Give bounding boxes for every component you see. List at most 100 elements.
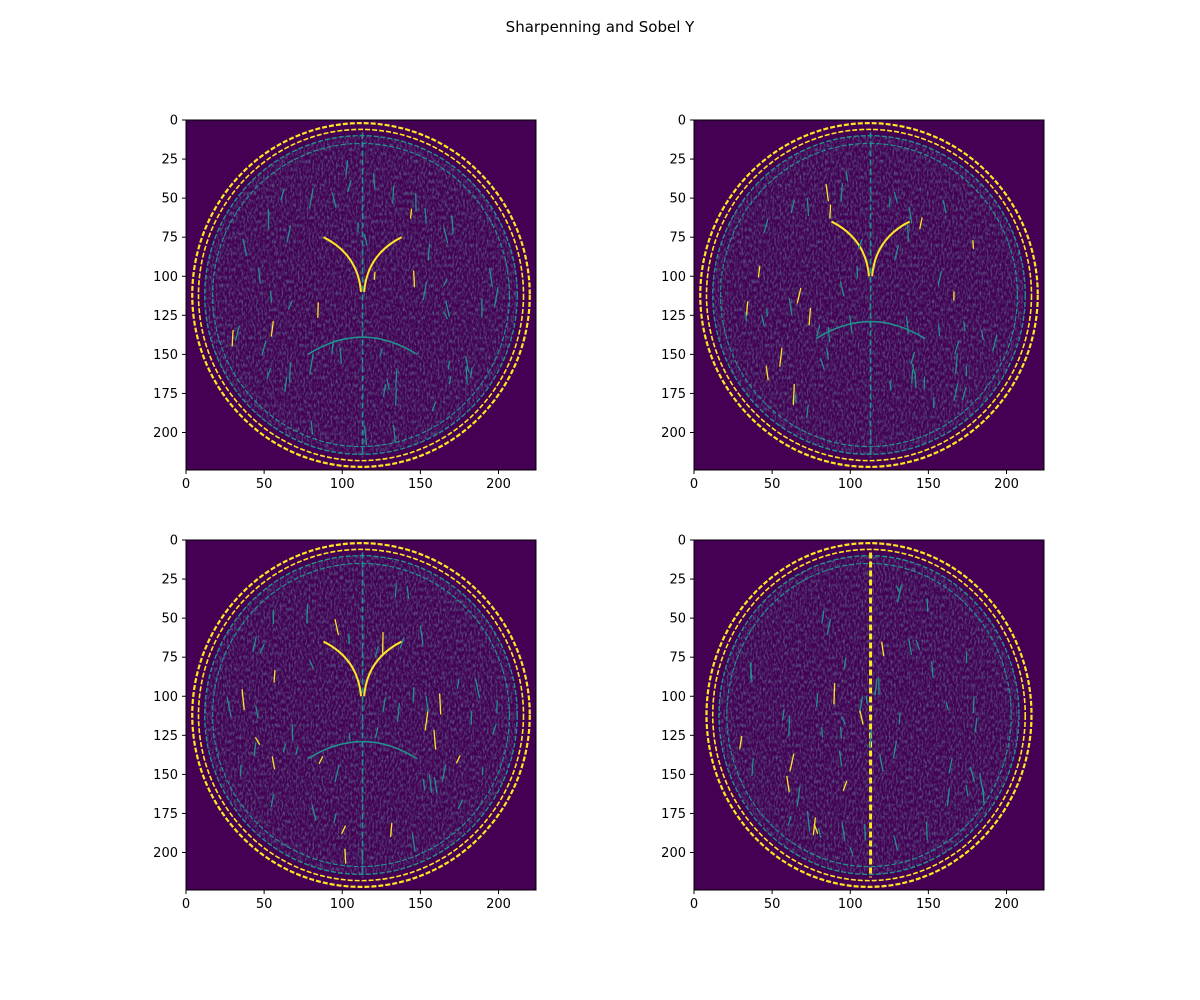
edge-mark — [288, 362, 291, 383]
y-tick-label: 75 — [669, 651, 686, 666]
y-tick-label: 75 — [161, 231, 178, 246]
edge-mark — [779, 347, 783, 367]
edge-mark — [825, 183, 829, 202]
edge-mark — [259, 643, 265, 654]
skull-ring — [211, 562, 511, 868]
x-tick-label: 150 — [916, 477, 941, 492]
edge-mark — [829, 204, 832, 219]
edge-mark — [839, 726, 843, 739]
edge-mark — [905, 315, 910, 334]
y-tick-label: 75 — [161, 651, 178, 666]
subplot-top-left: 0 50 100 150 200 0 25 50 75 100 125 150 175 200 — [153, 114, 537, 492]
edge-mark — [792, 383, 795, 406]
skull-ring — [191, 122, 531, 468]
edge-mark — [266, 368, 272, 380]
axes-frame — [693, 539, 1045, 891]
edge-mark — [826, 618, 832, 636]
edge-mark — [270, 320, 274, 337]
x-tick-label: 0 — [690, 477, 698, 492]
y-tick-label: 0 — [678, 534, 686, 549]
subplot-bottom-left: 0 50 100 150 200 0 25 50 75 100 125 150 175 200 — [153, 534, 537, 912]
edge-mark — [474, 678, 481, 699]
figure-suptitle: Sharpenning and Sobel Y — [506, 18, 695, 36]
y-tick-label: 100 — [153, 270, 178, 285]
skull-ring — [726, 562, 1012, 868]
y-tick-label: 200 — [153, 426, 178, 441]
heatmap-image — [186, 120, 536, 470]
y-tick-label: 175 — [153, 807, 178, 822]
skull-ring — [718, 554, 1020, 876]
edge-mark — [881, 641, 885, 657]
y-axis: 0 25 50 75 100 125 150 175 200 — [153, 534, 186, 861]
edge-mark — [813, 823, 819, 835]
ventricle-right — [871, 220, 911, 277]
edge-mark — [286, 225, 292, 243]
skull-ring — [711, 548, 1027, 882]
axes-frame — [185, 119, 537, 471]
edge-mark — [241, 688, 245, 711]
edge-mark — [456, 678, 460, 689]
ventricle-right — [363, 640, 403, 697]
edge-mark — [765, 365, 769, 381]
edge-mark — [339, 347, 342, 365]
edge-mark — [396, 702, 400, 722]
edge-mark — [808, 307, 812, 326]
x-tick-label: 0 — [182, 477, 190, 492]
ventricle-right — [363, 236, 403, 292]
edge-mark — [893, 835, 899, 851]
skull-ring — [211, 142, 511, 448]
edge-mark — [888, 197, 891, 208]
edge-mark — [761, 315, 765, 327]
edge-mark — [972, 696, 975, 714]
edge-mark — [963, 320, 966, 332]
edge-mark — [745, 301, 749, 316]
skull-ring — [719, 142, 1019, 448]
edge-mark — [864, 823, 867, 841]
x-tick-label: 200 — [994, 477, 1019, 492]
edge-mark — [273, 669, 276, 683]
skull-ring — [197, 548, 525, 882]
edge-mark — [374, 726, 379, 739]
y-tick-label: 150 — [661, 768, 686, 783]
edge-mark — [849, 847, 854, 857]
edge-mark — [284, 376, 288, 392]
edge-mark — [806, 405, 809, 419]
edge-mark — [331, 339, 335, 355]
y-tick-label: 50 — [161, 612, 178, 627]
edge-mark — [745, 312, 748, 322]
y-tick-label: 125 — [153, 309, 178, 324]
x-tick-label: 50 — [256, 897, 273, 912]
edge-mark — [763, 219, 769, 233]
edge-mark — [821, 610, 825, 624]
edge-mark — [443, 278, 448, 287]
edge-mark — [914, 372, 917, 389]
edge-mark — [447, 360, 451, 370]
edge-mark — [231, 329, 234, 347]
edge-mark — [361, 850, 364, 860]
edge-mark — [919, 217, 923, 229]
edge-mark — [257, 267, 261, 285]
x-tick-label: 150 — [916, 897, 941, 912]
edge-mark — [879, 754, 884, 772]
edge-mark — [451, 215, 454, 235]
x-axis: 0 50 100 150 200 — [182, 470, 511, 492]
y-tick-label: 125 — [661, 729, 686, 744]
edge-mark — [255, 737, 261, 745]
edge-mark — [895, 585, 901, 594]
skull-ring — [705, 542, 1033, 888]
edge-mark — [334, 765, 340, 783]
x-tick-label: 100 — [330, 897, 355, 912]
brain-texture — [204, 135, 518, 455]
edge-mark — [399, 636, 405, 649]
y-tick-label: 100 — [661, 690, 686, 705]
ventricle-posterior — [307, 740, 418, 760]
edge-mark — [781, 709, 785, 721]
x-tick-label: 100 — [330, 477, 355, 492]
edge-mark — [796, 287, 802, 304]
edge-mark — [865, 695, 868, 705]
edge-mark — [431, 401, 437, 412]
edge-mark — [422, 779, 426, 791]
edge-mark — [441, 764, 447, 783]
edge-mark — [395, 368, 398, 388]
y-tick-label: 25 — [669, 153, 686, 168]
